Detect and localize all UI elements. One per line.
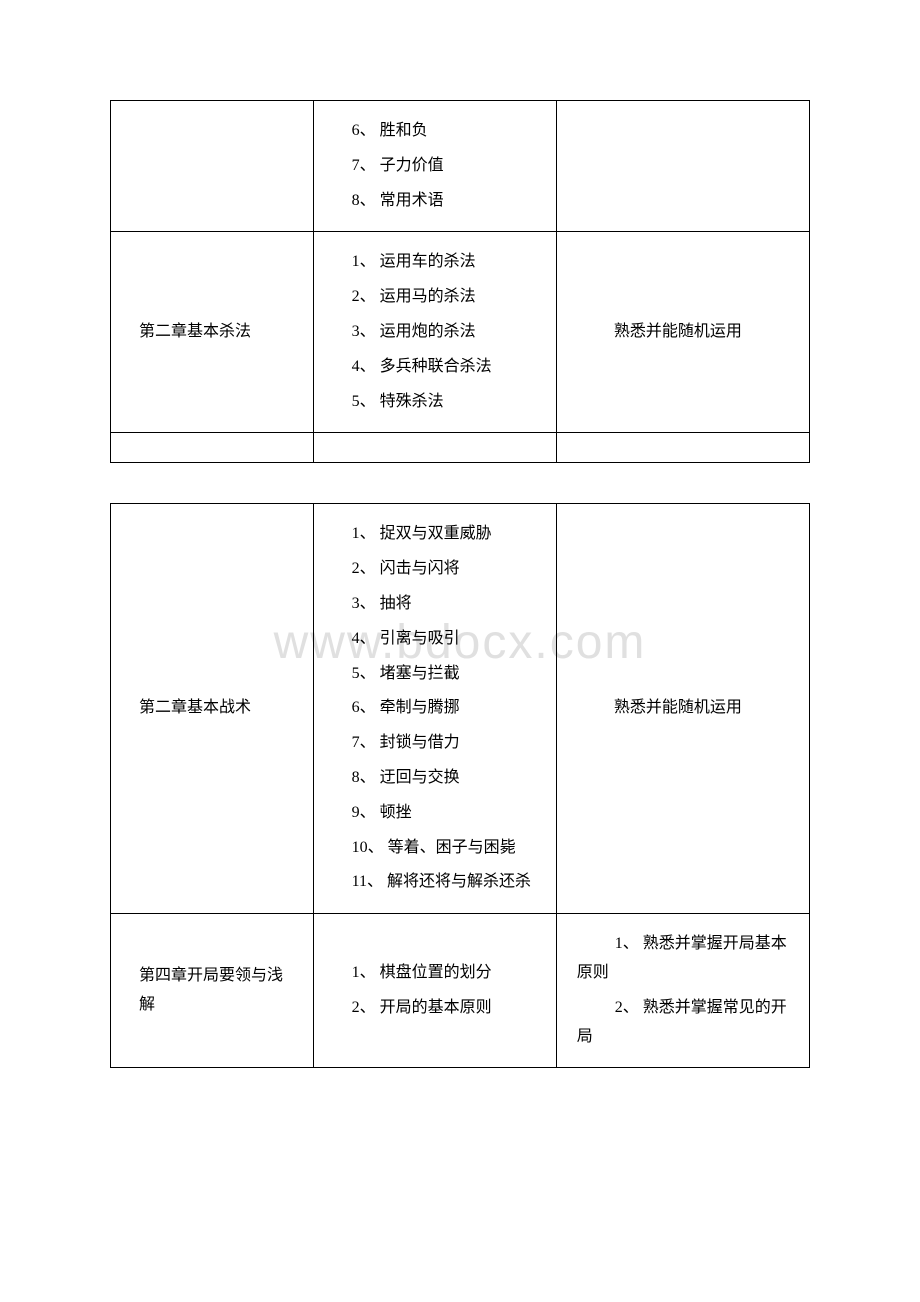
requirement-cell <box>556 101 809 232</box>
list-item: 8、 常用术语 <box>314 187 546 216</box>
table-1: 6、 胜和负 7、 子力价值 8、 常用术语 第二章基本杀法 1、 运用车的杀法… <box>110 100 810 463</box>
content-cell: 6、 胜和负 7、 子力价值 8、 常用术语 <box>313 101 556 232</box>
content-cell: 1、 棋盘位置的划分 2、 开局的基本原则 <box>313 914 556 1068</box>
requirement-item: 2、 熟悉并掌握常见的开 局 <box>577 994 799 1052</box>
list-item: 4、 引离与吸引 <box>314 625 546 654</box>
requirement-cell: 1、 熟悉并掌握开局基本 原则 2、 熟悉并掌握常见的开 局 <box>556 914 809 1068</box>
empty-cell <box>313 433 556 463</box>
list-item: 5、 特殊杀法 <box>314 388 546 417</box>
list-item: 2、 开局的基本原则 <box>314 994 546 1023</box>
list-item: 6、 胜和负 <box>314 117 546 146</box>
table-row: 第二章基本杀法 1、 运用车的杀法 2、 运用马的杀法 3、 运用炮的杀法 4、… <box>111 232 810 433</box>
list-item: 9、 顿挫 <box>314 799 546 828</box>
list-item: 8、 迂回与交换 <box>314 764 546 793</box>
list-item: 7、 子力价值 <box>314 152 546 181</box>
chapter-title-cell <box>111 101 314 232</box>
requirement-cell: 熟悉并能随机运用 <box>556 504 809 914</box>
empty-row <box>111 433 810 463</box>
table-row: 第四章开局要领与浅 解 1、 棋盘位置的划分 2、 开局的基本原则 1、 熟悉并… <box>111 914 810 1068</box>
empty-cell <box>556 433 809 463</box>
requirement-cell: 熟悉并能随机运用 <box>556 232 809 433</box>
list-item: 3、 运用炮的杀法 <box>314 318 546 347</box>
chapter-title-cell: 第二章基本战术 <box>111 504 314 914</box>
requirement-item: 1、 熟悉并掌握开局基本 原则 <box>577 930 799 988</box>
list-item: 4、 多兵种联合杀法 <box>314 353 546 382</box>
list-item: 5、 堵塞与拦截 <box>314 660 546 689</box>
table-2: 第二章基本战术 1、 捉双与双重威胁 2、 闪击与闪将 3、 抽将 4、 引离与… <box>110 503 810 1068</box>
empty-cell <box>111 433 314 463</box>
table-gap <box>110 463 810 503</box>
list-item: 3、 抽将 <box>314 590 546 619</box>
list-item: 2、 闪击与闪将 <box>314 555 546 584</box>
content-cell: 1、 捉双与双重威胁 2、 闪击与闪将 3、 抽将 4、 引离与吸引 5、 堵塞… <box>313 504 556 914</box>
chapter-title-cell: 第四章开局要领与浅 解 <box>111 914 314 1068</box>
table-row: 6、 胜和负 7、 子力价值 8、 常用术语 <box>111 101 810 232</box>
table-row: 第二章基本战术 1、 捉双与双重威胁 2、 闪击与闪将 3、 抽将 4、 引离与… <box>111 504 810 914</box>
list-item: 7、 封锁与借力 <box>314 729 546 758</box>
list-item: 6、 牵制与腾挪 <box>314 694 546 723</box>
list-item: 11、 解将还将与解杀还杀 <box>314 868 546 897</box>
content-cell: 1、 运用车的杀法 2、 运用马的杀法 3、 运用炮的杀法 4、 多兵种联合杀法… <box>313 232 556 433</box>
list-item: 1、 捉双与双重威胁 <box>314 520 546 549</box>
list-item: 1、 运用车的杀法 <box>314 248 546 277</box>
list-item: 1、 棋盘位置的划分 <box>314 959 546 988</box>
list-item: 2、 运用马的杀法 <box>314 283 546 312</box>
chapter-title-cell: 第二章基本杀法 <box>111 232 314 433</box>
list-item: 10、 等着、困子与困毙 <box>314 834 546 863</box>
